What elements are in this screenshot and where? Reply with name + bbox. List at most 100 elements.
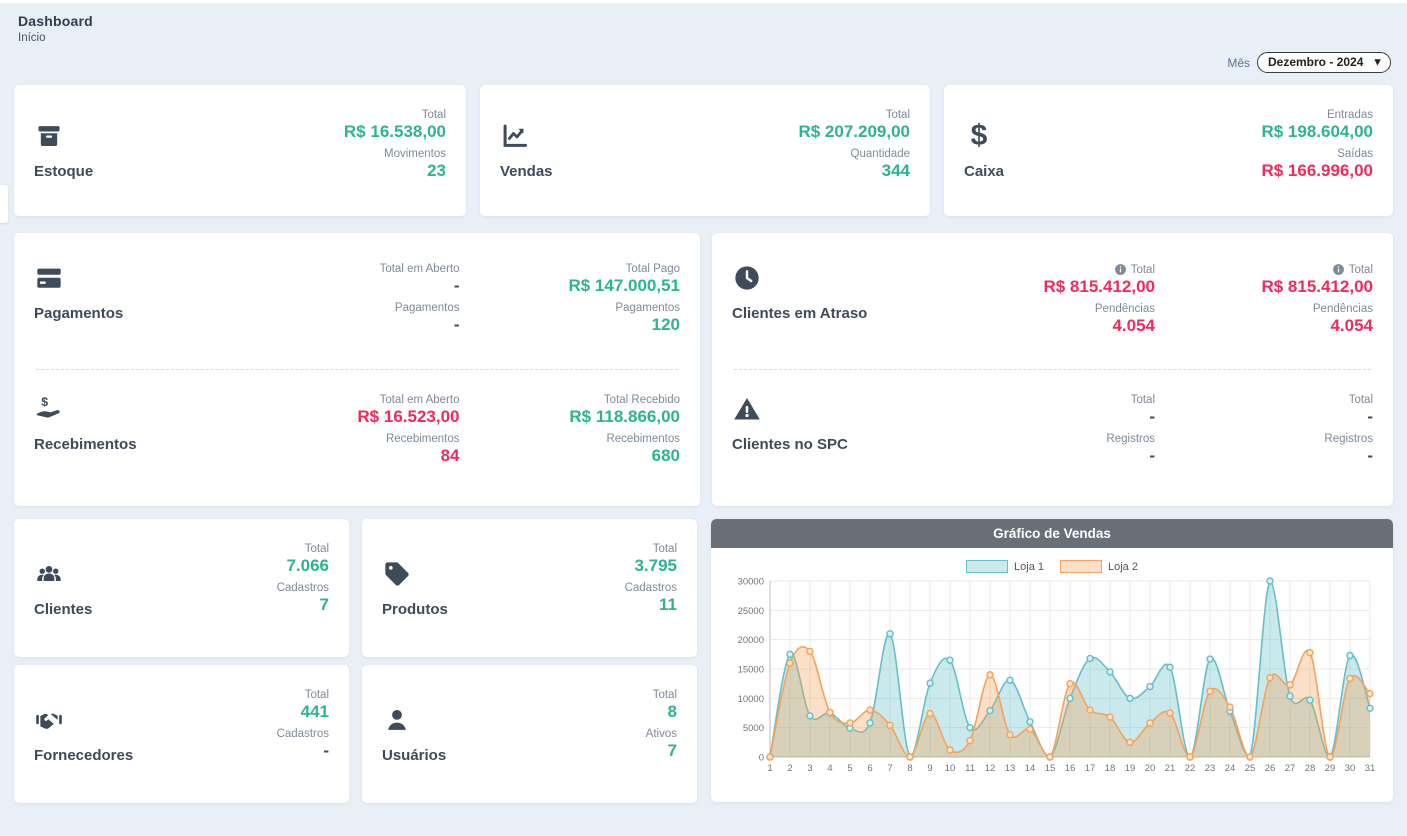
stat-label: Pendências [1094, 303, 1155, 315]
chart-title: Gráfico de Vendas [711, 519, 1393, 548]
handshake-icon [34, 705, 64, 735]
stat-value: R$ 207.209,00 [798, 122, 910, 141]
svg-text:20: 20 [1145, 763, 1156, 774]
stat-label: Total [885, 109, 910, 121]
stat-value: 344 [881, 161, 910, 180]
stat-value: - [453, 315, 460, 334]
svg-text:3: 3 [807, 763, 812, 774]
svg-text:29: 29 [1325, 763, 1336, 774]
svg-text:13: 13 [1005, 763, 1016, 774]
svg-text:8: 8 [907, 763, 912, 774]
stat-label: Cadastros [276, 728, 329, 740]
stat-label: Pagamentos [615, 302, 680, 314]
stat-value: R$ 118.866,00 [569, 407, 680, 426]
stat-label: Registros [1324, 433, 1373, 445]
svg-text:10000: 10000 [738, 694, 764, 705]
stat-label-text: Total [1130, 263, 1155, 276]
card-produtos: Produtos Total 3.795 Cadastros 11 [362, 519, 697, 657]
stat-label: Total Recebido [603, 394, 680, 406]
svg-text:18: 18 [1105, 763, 1116, 774]
stat-label: Entradas [1326, 109, 1373, 121]
card-title: Pagamentos [34, 305, 124, 322]
legend-item-loja-2[interactable]: Loja 2 [1060, 560, 1138, 573]
svg-text:6: 6 [867, 763, 872, 774]
stat-label: Total [304, 543, 329, 555]
card-caixa: $ Caixa Entradas R$ 198.604,00 Saídas R$… [944, 85, 1393, 216]
pagamentos-section: Pagamentos Total em Aberto - Pagamentos … [34, 239, 680, 369]
svg-text:17: 17 [1085, 763, 1096, 774]
info-icon[interactable] [1114, 263, 1127, 276]
stat-label: Total [1130, 394, 1155, 406]
stat-label: Total Pago [625, 263, 680, 275]
stat-label-text: Total [1348, 263, 1373, 276]
svg-text:27: 27 [1285, 763, 1296, 774]
stat-label: Quantidade [850, 148, 910, 160]
svg-text:30: 30 [1345, 763, 1356, 774]
svg-text:15000: 15000 [738, 665, 764, 676]
sales-chart-card: Gráfico de Vendas Loja 1 Loja 2 0 5000 1000… [711, 519, 1393, 802]
stat-label: Cadastros [624, 582, 677, 594]
card-pagamentos-recebimentos: Pagamentos Total em Aberto - Pagamentos … [14, 233, 700, 506]
stat-value: 23 [427, 161, 446, 180]
card-title: Usuários [382, 746, 447, 764]
clientes-spc-section: Clientes no SPC Total - Registros - Tota… [732, 370, 1373, 500]
svg-text:20000: 20000 [738, 635, 764, 646]
svg-text:2: 2 [787, 763, 792, 774]
stat-value: 84 [440, 446, 460, 465]
tag-icon [382, 559, 412, 589]
stat-label: Registros [1106, 433, 1155, 445]
svg-text:15: 15 [1045, 763, 1056, 774]
svg-text:25000: 25000 [738, 606, 764, 617]
divider [36, 369, 678, 370]
chart-line-icon [500, 121, 530, 151]
stat-label: Cadastros [276, 582, 329, 594]
legend-item-loja-1[interactable]: Loja 1 [966, 560, 1044, 573]
clock-icon [732, 263, 762, 293]
svg-text:10: 10 [945, 763, 956, 774]
user-icon [382, 705, 412, 735]
dollar-icon: $ [970, 119, 988, 152]
info-icon[interactable] [1332, 263, 1345, 276]
card-title: Fornecedores [34, 746, 134, 764]
stat-label: Total [1332, 263, 1373, 276]
stat-value: R$ 166.996,00 [1261, 161, 1373, 180]
breadcrumb: Início [18, 32, 46, 44]
stat-value: 4.054 [1330, 316, 1373, 335]
stat-value: - [1367, 446, 1373, 465]
box-icon [34, 121, 64, 151]
svg-text:11: 11 [965, 763, 975, 774]
card-title: Produtos [382, 600, 448, 618]
chart-legend: Loja 1 Loja 2 [721, 556, 1383, 575]
recebimentos-section: $ Recebimentos Total em Aberto R$ 16.523… [34, 370, 680, 500]
stat-label: Total em Aberto [379, 263, 460, 275]
svg-text:26: 26 [1265, 763, 1276, 774]
stat-label: Total [652, 543, 677, 555]
svg-text:4: 4 [827, 763, 832, 774]
card-vendas: Vendas Total R$ 207.209,00 Quantidade 34… [480, 85, 930, 216]
stat-value: R$ 16.538,00 [343, 122, 446, 141]
month-filter-label: Mês [1227, 55, 1250, 70]
stat-label: Ativos [645, 728, 677, 740]
stat-label: Total [652, 689, 677, 701]
card-title: Clientes no SPC [732, 436, 848, 453]
stat-label: Saídas [1337, 148, 1373, 160]
stat-label: Pagamentos [394, 302, 460, 314]
legend-swatch [1060, 560, 1102, 573]
card-title: Clientes em Atraso [732, 305, 868, 322]
svg-text:16: 16 [1065, 763, 1076, 774]
svg-text:9: 9 [927, 763, 932, 774]
page-header: Dashboard Início [0, 3, 1407, 46]
card-fornecedores: Fornecedores Total 441 Cadastros - [14, 665, 349, 803]
users-icon [34, 559, 64, 589]
hand-dollar-icon: $ [34, 394, 64, 424]
stat-label: Total em Aberto [379, 394, 460, 406]
sidebar-edge [0, 185, 8, 223]
svg-text:0: 0 [759, 753, 764, 764]
month-select[interactable]: Dezembro - 2024 [1257, 52, 1391, 73]
stat-value: R$ 147.000,51 [568, 276, 680, 295]
stat-value: 8 [667, 702, 677, 721]
stat-value: - [323, 741, 329, 760]
card-title: Recebimentos [34, 436, 137, 453]
stat-value: R$ 198.604,00 [1261, 122, 1373, 141]
